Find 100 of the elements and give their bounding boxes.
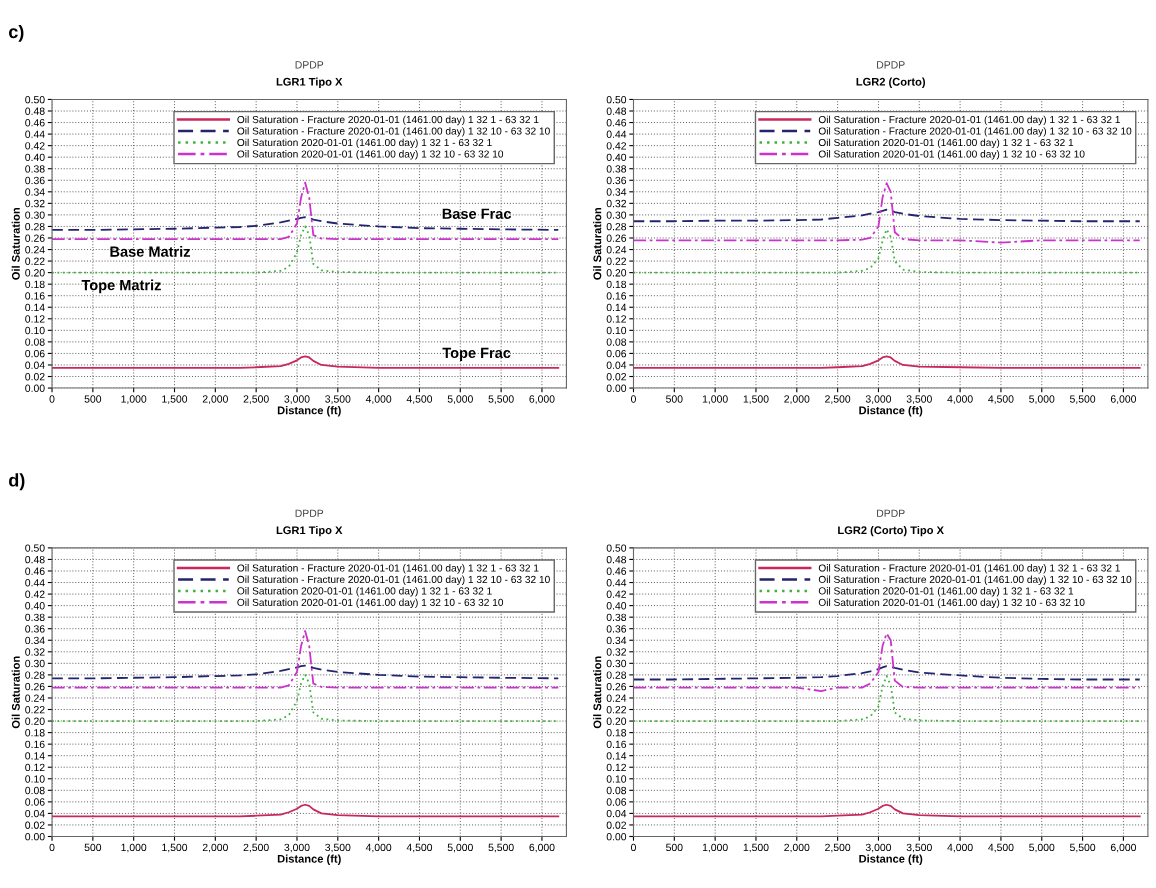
y-tick-label: 0.44	[25, 130, 45, 138]
legend-label: Oil Saturation 2020-01-01 (1461.00 day) 1 32 10 - 63 32 10	[237, 150, 504, 160]
line-series	[633, 632, 1141, 692]
x-tick-label: 6,000	[529, 395, 555, 404]
y-tick-label: 0.50	[606, 544, 627, 552]
x-tick-label: 500	[84, 395, 102, 403]
y-tick-label: 0.06	[606, 798, 627, 806]
y-tick-label: 0.12	[606, 315, 627, 323]
x-tick-label: 2,000	[202, 843, 228, 853]
y-tick-label: 0.08	[606, 338, 627, 346]
legend-label: Oil Saturation - Fracture 2020-01-01 (1461.00 day) 1 32 1 - 63 32 1	[818, 115, 1120, 126]
x-tick-label: 2,000	[784, 395, 810, 404]
x-tick-label: 3,000	[865, 395, 892, 404]
x-tick-label: 1,500	[162, 843, 188, 853]
x-tick-label: 500	[666, 395, 683, 403]
y-tick-label: 0.28	[606, 671, 627, 679]
x-tick-label: 5,500	[488, 395, 514, 404]
y-tick-label: 0.42	[25, 590, 45, 598]
y-tick-label: 0.10	[25, 775, 45, 783]
x-tick-label: 2,000	[202, 395, 228, 404]
y-tick-label: 0.24	[606, 246, 627, 254]
line-series	[633, 355, 1141, 369]
y-tick-label: 0.38	[25, 613, 45, 622]
legend-label: Oil Saturation 2020-01-01 (1461.00 day) 1 32 1 - 63 32 1	[818, 138, 1074, 149]
x-tick-label: 5,500	[1069, 843, 1096, 853]
x-tick-label: 6,000	[1110, 395, 1137, 404]
y-tick-label: 0.00	[25, 384, 45, 392]
line-series	[633, 665, 1141, 681]
y-tick-label: 0.36	[25, 625, 45, 633]
y-tick-label: 0.08	[25, 338, 45, 346]
x-tick-label: 2,500	[825, 843, 851, 853]
y-tick-label: 0.18	[606, 729, 627, 737]
line-series	[633, 208, 1141, 223]
text: c)	[9, 24, 24, 42]
y-tick-label: 0.02	[606, 373, 627, 381]
y-tick-label: 0.48	[25, 107, 45, 115]
x-tick-label: 4,000	[365, 843, 392, 853]
y-tick-label: 0.00	[25, 833, 45, 841]
x-tick-label: 5,000	[1029, 395, 1055, 404]
y-tick-label: 0.10	[606, 775, 627, 783]
x-tick-label: 5,500	[488, 843, 514, 853]
legend-label: Oil Saturation 2020-01-01 (1461.00 day) 1 32 10 - 63 32 10	[818, 150, 1085, 160]
x-tick-label: 3,000	[284, 395, 310, 404]
legend-label: Oil Saturation 2020-01-01 (1461.00 day) 1 32 1 - 63 32 1	[237, 138, 492, 149]
legend-label: Oil Saturation - Fracture 2020-01-01 (1461.00 day) 1 32 10 - 63 32 10	[237, 127, 550, 137]
y-tick-label: 0.30	[25, 659, 45, 668]
annotation: Base Frac	[442, 208, 512, 219]
x-tick-label: 1,000	[702, 395, 728, 404]
y-tick-label: 0.20	[606, 269, 627, 277]
x-tick-label: 6,000	[529, 843, 555, 853]
y-tick-label: 0.10	[25, 326, 45, 335]
legend-label: Oil Saturation - Fracture 2020-01-01 (1461.00 day) 1 32 10 - 63 32 10	[237, 575, 550, 586]
y-tick-label: 0.20	[606, 717, 627, 725]
y-tick-label: 0.06	[25, 349, 45, 358]
y-tick-label: 0.48	[606, 555, 627, 564]
legend-label: Oil Saturation - Fracture 2020-01-01 (1461.00 day) 1 32 10 - 63 32 10	[818, 575, 1132, 586]
y-tick-label: 0.50	[606, 95, 627, 104]
y-tick-label: 0.40	[606, 153, 627, 162]
x-tick-label: 3,500	[906, 843, 932, 853]
x-tick-label: 500	[84, 843, 102, 852]
y-tick-label: 0.44	[25, 579, 45, 587]
y-tick-label: 0.48	[606, 107, 627, 115]
y-tick-label: 0.36	[606, 625, 627, 633]
chart-title: DPDP	[877, 61, 905, 69]
y-tick-label: 0.48	[25, 555, 45, 564]
x-tick-label: 5,000	[1029, 843, 1055, 853]
x-tick-label: 2,000	[784, 843, 810, 853]
x-tick-label: 5,500	[1069, 395, 1096, 404]
text: d)	[9, 473, 25, 491]
y-tick-label: 0.14	[25, 752, 45, 760]
x-tick-label: 4,500	[988, 843, 1014, 853]
y-tick-label: 0.20	[25, 717, 45, 725]
x-axis-title: Distance (ft)	[277, 406, 341, 417]
y-axis-title: Oil Saturation	[593, 656, 602, 729]
y-tick-label: 0.20	[25, 269, 45, 277]
y-tick-label: 0.50	[25, 544, 45, 552]
y-tick-label: 0.18	[606, 280, 627, 289]
line-series	[633, 182, 1141, 244]
y-tick-label: 0.10	[606, 326, 627, 335]
y-tick-label: 0.26	[25, 234, 45, 242]
y-tick-label: 0.38	[606, 165, 627, 173]
y-tick-label: 0.46	[25, 119, 45, 127]
y-tick-label: 0.36	[25, 176, 45, 185]
y-tick-label: 0.40	[25, 602, 45, 610]
x-tick-label: 1,000	[121, 843, 147, 853]
y-tick-label: 0.30	[606, 659, 627, 668]
y-tick-label: 0.16	[25, 292, 45, 300]
y-tick-label: 0.06	[25, 798, 45, 806]
y-tick-label: 0.16	[25, 740, 45, 749]
x-tick-label: 3,000	[865, 843, 892, 853]
y-tick-label: 0.24	[25, 246, 45, 254]
y-tick-label: 0.42	[25, 142, 45, 150]
legend-label: Oil Saturation - Fracture 2020-01-01 (1461.00 day) 1 32 10 - 63 32 10	[818, 127, 1132, 137]
y-tick-label: 0.26	[606, 234, 627, 242]
y-tick-label: 0.12	[606, 763, 627, 772]
line-series	[52, 181, 560, 241]
x-tick-label: 6,000	[1110, 843, 1137, 853]
y-tick-label: 0.02	[25, 373, 45, 381]
y-tick-label: 0.18	[25, 729, 45, 737]
line-series	[633, 803, 1141, 818]
